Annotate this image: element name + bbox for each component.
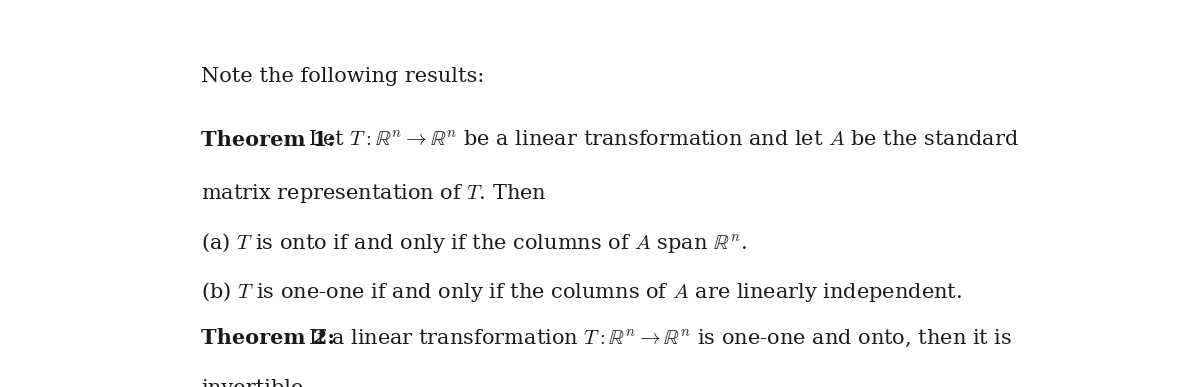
Text: Theorem 1:: Theorem 1: — [202, 130, 335, 150]
Text: Let $T : \mathbb{R}^n \rightarrow \mathbb{R}^n$ be a linear transformation and l: Let $T : \mathbb{R}^n \rightarrow \mathb… — [301, 130, 1019, 149]
Text: (a) $T$ is onto if and only if the columns of $A$ span $\mathbb{R}^n$.: (a) $T$ is onto if and only if the colum… — [202, 231, 748, 255]
Text: (b) $T$ is one-one if and only if the columns of $A$ are linearly independent.: (b) $T$ is one-one if and only if the co… — [202, 280, 962, 304]
Text: Note the following results:: Note the following results: — [202, 67, 485, 86]
Text: Theorem 2:: Theorem 2: — [202, 328, 335, 348]
Text: If a linear transformation $T : \mathbb{R}^n \rightarrow \mathbb{R}^n$ is one-on: If a linear transformation $T : \mathbb{… — [301, 328, 1012, 349]
Text: matrix representation of $T$. Then: matrix representation of $T$. Then — [202, 182, 547, 205]
Text: invertible.: invertible. — [202, 379, 311, 387]
